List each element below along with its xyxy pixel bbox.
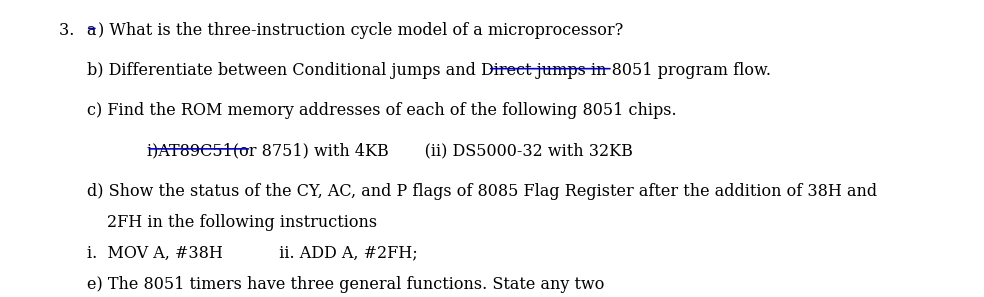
Text: a: a (86, 21, 95, 39)
Text: 3.: 3. (59, 21, 79, 39)
Text: ) What is the three-instruction cycle model of a microprocessor?: ) What is the three-instruction cycle mo… (97, 21, 623, 39)
Text: b) Differentiate between Conditional jumps and Direct jumps in 8051 program flow: b) Differentiate between Conditional jum… (87, 62, 770, 79)
Text: c) Find the ROM memory addresses of each of the following 8051 chips.: c) Find the ROM memory addresses of each… (87, 102, 676, 119)
Text: e) The 8051 timers have three general functions. State any two: e) The 8051 timers have three general fu… (87, 276, 604, 293)
Text: i.  MOV A, #38H           ii. ADD A, #2FH;: i. MOV A, #38H ii. ADD A, #2FH; (87, 244, 417, 261)
Text: d) Show the status of the CY, AC, and P flags of 8085 Flag Register after the ad: d) Show the status of the CY, AC, and P … (87, 183, 877, 200)
Text: i)AT89C51(or 8751) with 4KB       (ii) DS5000-32 with 32KB: i)AT89C51(or 8751) with 4KB (ii) DS5000-… (147, 142, 633, 159)
Text: 2FH in the following instructions: 2FH in the following instructions (107, 214, 377, 231)
